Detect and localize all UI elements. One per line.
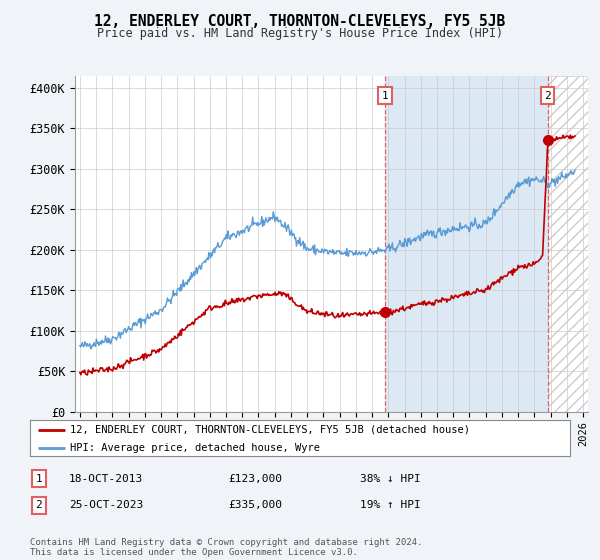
Text: Contains HM Land Registry data © Crown copyright and database right 2024.
This d: Contains HM Land Registry data © Crown c… [30, 538, 422, 557]
Text: 1: 1 [382, 91, 388, 101]
Text: Price paid vs. HM Land Registry's House Price Index (HPI): Price paid vs. HM Land Registry's House … [97, 27, 503, 40]
Bar [385, 76, 548, 412]
Text: 18-OCT-2013: 18-OCT-2013 [69, 474, 143, 484]
Text: 1: 1 [35, 474, 43, 484]
Text: 2: 2 [544, 91, 551, 101]
Text: 12, ENDERLEY COURT, THORNTON-CLEVELEYS, FY5 5JB (detached house): 12, ENDERLEY COURT, THORNTON-CLEVELEYS, … [71, 425, 470, 435]
Text: 12, ENDERLEY COURT, THORNTON-CLEVELEYS, FY5 5JB: 12, ENDERLEY COURT, THORNTON-CLEVELEYS, … [94, 14, 506, 29]
Text: 2: 2 [35, 500, 43, 510]
Text: 19% ↑ HPI: 19% ↑ HPI [360, 500, 421, 510]
Text: HPI: Average price, detached house, Wyre: HPI: Average price, detached house, Wyre [71, 444, 320, 454]
Text: 25-OCT-2023: 25-OCT-2023 [69, 500, 143, 510]
Text: 38% ↓ HPI: 38% ↓ HPI [360, 474, 421, 484]
Text: £335,000: £335,000 [228, 500, 282, 510]
Text: £123,000: £123,000 [228, 474, 282, 484]
Bar [548, 76, 588, 412]
